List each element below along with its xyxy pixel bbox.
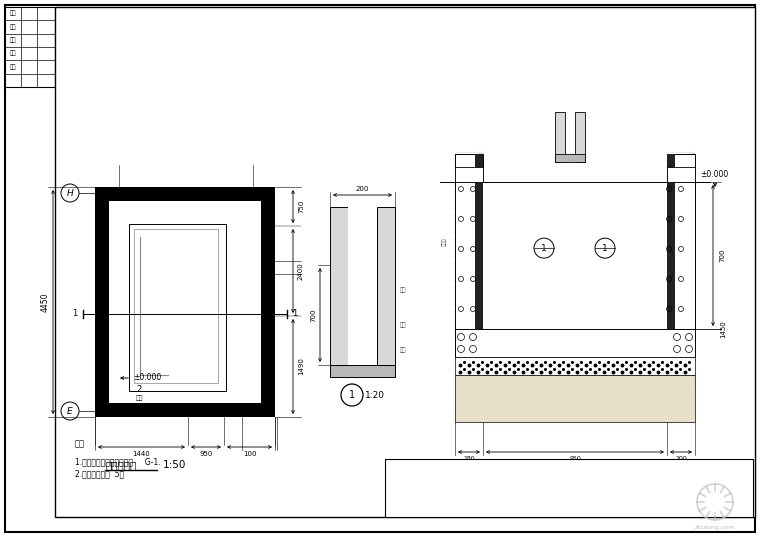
Text: 预留
孔: 预留 孔 <box>466 166 472 177</box>
Text: 检查: 检查 <box>10 38 16 43</box>
Bar <box>109 201 261 403</box>
Bar <box>134 229 218 383</box>
Text: 底板: 底板 <box>400 347 407 353</box>
Text: 180: 180 <box>463 455 475 461</box>
Bar <box>455 357 695 375</box>
Text: φ8@150: φ8@150 <box>491 300 511 305</box>
Bar <box>475 154 483 329</box>
Text: φ8@200: φ8@200 <box>491 265 511 270</box>
Text: 备注: 备注 <box>75 439 85 448</box>
Text: 1: 1 <box>293 309 298 318</box>
Text: 2: 2 <box>136 188 141 198</box>
Text: E: E <box>67 407 73 416</box>
Text: 版别: 版别 <box>10 11 16 17</box>
Text: HRB335@150: HRB335@150 <box>491 230 525 235</box>
Bar <box>555 112 565 162</box>
Bar <box>455 167 483 182</box>
Text: 1: 1 <box>541 244 547 252</box>
Bar <box>5 7 55 87</box>
Text: 1.钢筋混凝土强度等级见图     G-1.: 1.钢筋混凝土强度等级见图 G-1. <box>75 458 160 467</box>
Text: (2400): (2400) <box>565 461 585 466</box>
Text: 200: 200 <box>463 461 475 466</box>
Bar <box>667 154 695 329</box>
Text: 700: 700 <box>719 249 725 262</box>
Text: 2: 2 <box>597 480 603 489</box>
Text: 1: 1 <box>462 477 468 487</box>
Text: 1490: 1490 <box>298 358 304 375</box>
Text: H: H <box>67 188 74 198</box>
Bar <box>455 375 695 422</box>
Text: 100: 100 <box>242 451 256 457</box>
Text: HRB335@200: HRB335@200 <box>491 195 525 200</box>
Text: zhulong.com: zhulong.com <box>695 525 735 530</box>
Text: 工况: 工况 <box>10 24 16 30</box>
Bar <box>575 112 585 162</box>
Bar <box>483 182 667 329</box>
Text: 图名: 图名 <box>410 496 420 503</box>
Text: 1: 1 <box>602 244 608 252</box>
Text: 工程名称: 工程名称 <box>660 464 673 470</box>
Text: 校对: 校对 <box>391 474 398 480</box>
Text: 200: 200 <box>356 186 369 192</box>
Text: 1(2: 1(2 <box>568 470 582 479</box>
Bar <box>455 329 695 357</box>
Bar <box>377 207 395 365</box>
Text: 底板: 底板 <box>135 395 143 401</box>
Text: 制图: 制图 <box>391 509 398 515</box>
Bar <box>348 207 377 365</box>
Bar <box>667 154 675 329</box>
Text: ±0.000: ±0.000 <box>133 374 161 382</box>
Bar <box>555 154 585 162</box>
Bar <box>385 459 753 517</box>
Text: 950: 950 <box>199 451 213 457</box>
Bar <box>455 154 483 329</box>
Text: 设计: 设计 <box>391 464 398 470</box>
Text: 1440: 1440 <box>133 451 150 457</box>
Bar <box>667 167 695 182</box>
Text: 750: 750 <box>298 200 304 213</box>
Text: 集水井大橘: 集水井大橘 <box>596 482 631 495</box>
Text: 预留
孔: 预留 孔 <box>678 166 684 177</box>
Text: 2: 2 <box>136 386 141 395</box>
Bar <box>330 365 395 377</box>
Text: 700: 700 <box>310 308 316 322</box>
Text: 审核: 审核 <box>10 51 16 56</box>
Bar <box>330 207 348 365</box>
Text: 批准: 批准 <box>10 64 16 70</box>
Text: 审核: 审核 <box>391 484 398 490</box>
Text: 1:20: 1:20 <box>365 390 385 400</box>
Bar <box>95 187 275 417</box>
Text: 集水井平面: 集水井平面 <box>105 460 136 470</box>
Text: 200: 200 <box>675 455 687 461</box>
Bar <box>129 224 226 391</box>
Text: ±0.000: ±0.000 <box>700 170 728 179</box>
Text: 4450: 4450 <box>40 292 49 312</box>
Text: 1: 1 <box>72 309 78 318</box>
Text: 侧壁: 侧壁 <box>400 322 407 328</box>
Text: 预留孔: 预留孔 <box>442 237 447 246</box>
Text: 1:50: 1:50 <box>163 460 186 470</box>
Text: 2400: 2400 <box>298 262 304 280</box>
Text: 1: 1 <box>349 390 355 400</box>
Text: 2.水泵型号见图  5号: 2.水泵型号见图 5号 <box>75 469 124 478</box>
Text: 950: 950 <box>569 455 581 461</box>
Text: ):25: ):25 <box>690 477 707 487</box>
Text: 1450: 1450 <box>720 320 726 338</box>
Text: 盖板: 盖板 <box>400 287 407 293</box>
Text: (180): (180) <box>673 461 689 466</box>
